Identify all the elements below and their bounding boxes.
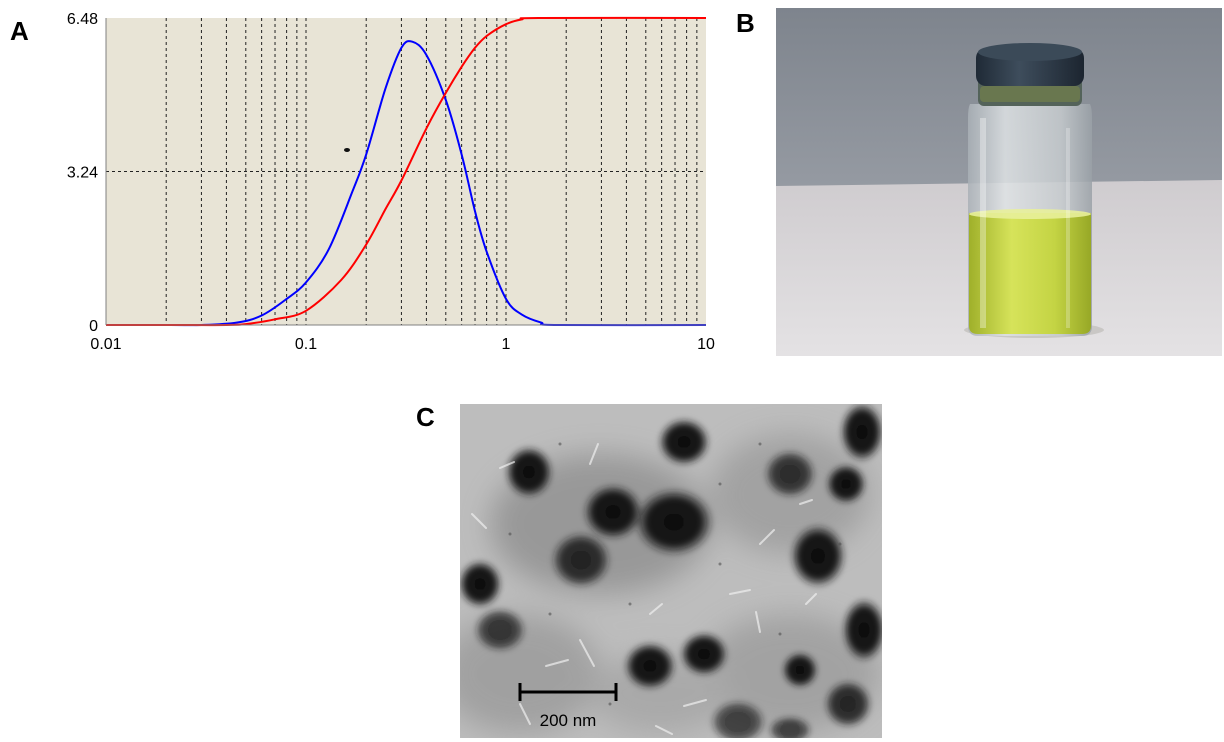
dust-speck xyxy=(344,148,350,152)
scale-bar-label: 200 nm xyxy=(540,711,597,730)
y-tick-label: 3.24 xyxy=(67,165,98,182)
series-group xyxy=(105,16,707,327)
scale-bar: 200 nm xyxy=(518,683,618,730)
red-cumulative-line xyxy=(105,16,707,327)
x-tick-label: 0.01 xyxy=(90,336,121,353)
x-tick-label: 10 xyxy=(697,336,715,353)
size-distribution-chart: 0.01 0.1 1 10 0 3.24 6.48 xyxy=(67,11,715,353)
x-tick-label: 1 xyxy=(502,336,511,353)
y-tick-label: 0 xyxy=(89,318,98,335)
y-tick-label: 6.48 xyxy=(67,11,98,28)
panel-label-a: A xyxy=(10,16,29,46)
x-tick-label: 0.1 xyxy=(295,336,317,353)
panel-label-b: B xyxy=(736,8,755,38)
vial-photo xyxy=(776,8,1222,356)
tick-labels: 0.01 0.1 1 10 0 3.24 6.48 xyxy=(67,11,715,353)
panel-label-c: C xyxy=(416,402,435,432)
blue-distribution-line xyxy=(105,40,707,327)
tem-micrograph: 200 nm xyxy=(460,404,882,738)
